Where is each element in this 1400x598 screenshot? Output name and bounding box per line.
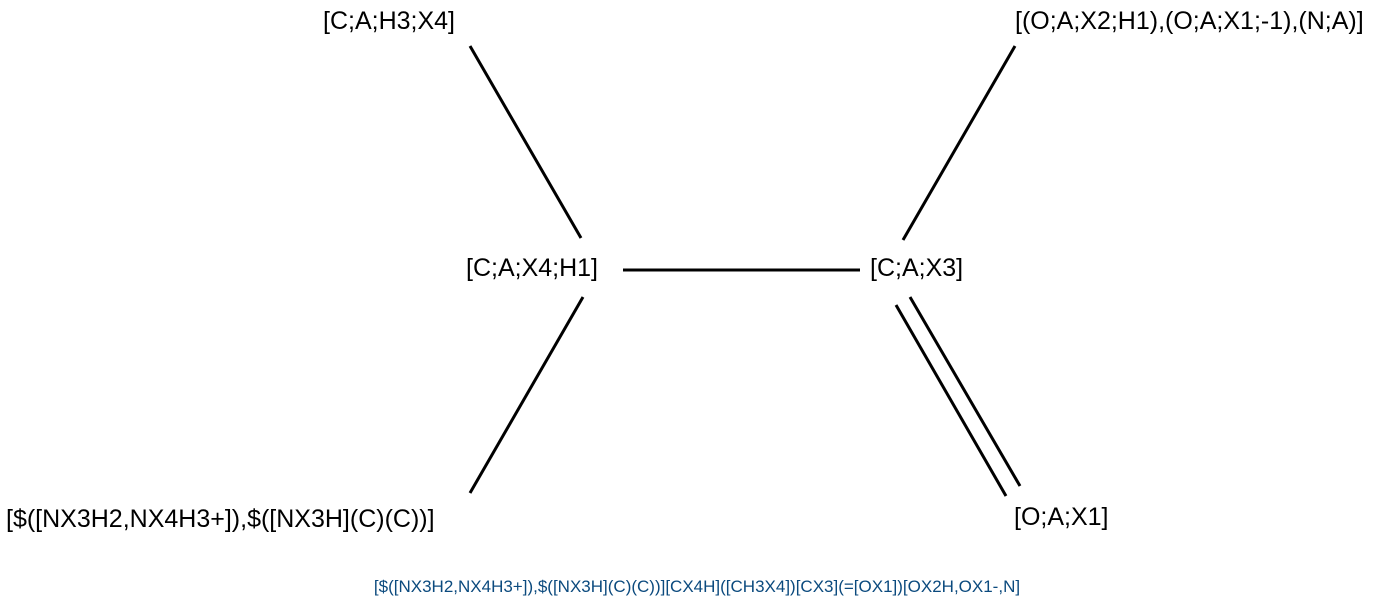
bond-methyl-alpha (468, 45, 583, 239)
atom-carbonyl-carbon: [C;A;X3] (870, 254, 963, 282)
atom-alpha-carbon: [C;A;X4;H1] (466, 254, 598, 282)
atom-amine-group: [$([NX3H2,NX4H3+]),$([NX3H](C)(C))] (6, 505, 435, 533)
atom-methyl: [C;A;H3;X4] (323, 7, 455, 35)
bond-carbonyl-oxygen-double-a (908, 296, 1022, 487)
bond-carbonyl-oxygen-double-b (894, 304, 1008, 497)
bond-carbonyl-hydroxyl (901, 45, 1017, 241)
bond-alpha-amine (468, 296, 585, 494)
atom-hydroxyl-group: [(O;A;X2;H1),(O;A;X1;-1),(N;A)] (1015, 7, 1364, 35)
atom-carbonyl-oxygen: [O;A;X1] (1014, 503, 1108, 531)
smarts-string: [$([NX3H2,NX4H3+]),$([NX3H](C)(C))][CX4H… (374, 577, 1020, 596)
